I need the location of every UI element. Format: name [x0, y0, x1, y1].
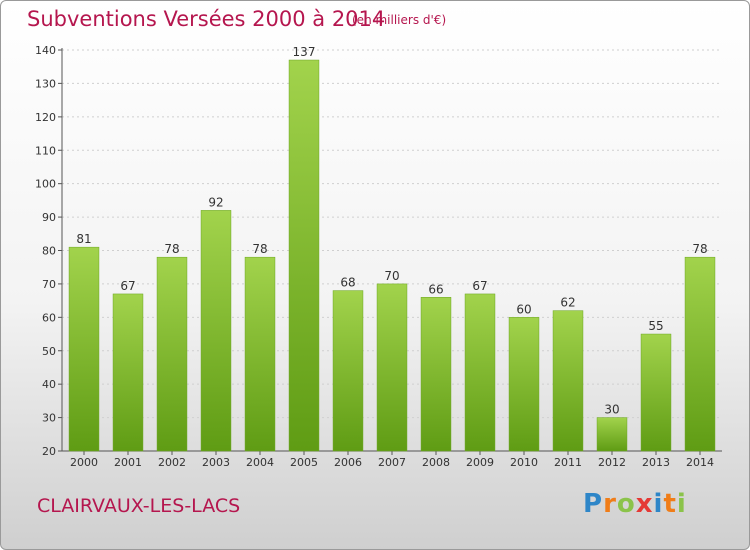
y-tick-label: 110	[35, 144, 56, 157]
y-tick-label: 60	[42, 311, 56, 324]
data-label: 92	[208, 195, 223, 209]
y-tick-label: 130	[35, 77, 56, 90]
x-tick-label: 2001	[114, 456, 142, 469]
city-name: CLAIRVAUX-LES-LACS	[37, 495, 241, 517]
x-tick-label: 2012	[598, 456, 626, 469]
data-label: 67	[472, 279, 487, 293]
x-tick-label: 2009	[466, 456, 494, 469]
bar	[68, 246, 100, 452]
x-tick-label: 2011	[554, 456, 582, 469]
data-label: 68	[340, 276, 355, 290]
bars	[68, 59, 716, 452]
data-label: 66	[428, 282, 443, 296]
y-tick-label: 120	[35, 111, 56, 124]
y-tick-label: 50	[42, 345, 56, 358]
logo-letter: i	[653, 489, 664, 519]
bar	[376, 283, 408, 452]
bar	[684, 256, 716, 452]
data-label: 81	[76, 232, 91, 246]
y-tick-label: 40	[42, 378, 56, 391]
x-tick-label: 2002	[158, 456, 186, 469]
logo-letter: i	[676, 489, 687, 519]
x-tick-label: 2005	[290, 456, 318, 469]
bar	[640, 333, 672, 452]
bar	[200, 210, 232, 452]
bar	[112, 293, 144, 452]
bar	[288, 59, 320, 452]
y-tick-label: 20	[42, 445, 56, 458]
y-tick-label: 100	[35, 178, 56, 191]
x-tick-label: 2013	[642, 456, 670, 469]
proxiti-logo[interactable]: Proxiti	[583, 489, 687, 519]
y-tick-label: 90	[42, 211, 56, 224]
x-tick-label: 2003	[202, 456, 230, 469]
bar	[420, 297, 452, 452]
data-label: 62	[560, 296, 575, 310]
data-label: 70	[384, 269, 399, 283]
bar	[552, 310, 584, 452]
x-tick-label: 2004	[246, 456, 274, 469]
chart-title: Subventions Versées 2000 à 2014	[27, 7, 386, 31]
logo-letter: o	[616, 489, 636, 519]
x-tick-label: 2000	[70, 456, 98, 469]
y-tick-label: 140	[35, 44, 56, 57]
data-label: 55	[648, 319, 663, 333]
data-label: 78	[692, 242, 707, 256]
chart-subtitle: (en milliers d'€)	[352, 13, 447, 27]
x-tick-label: 2006	[334, 456, 362, 469]
bar	[244, 256, 276, 452]
bar	[464, 293, 496, 452]
logo-letter: P	[583, 489, 604, 519]
logo-letter: r	[603, 489, 617, 519]
data-label: 78	[164, 242, 179, 256]
bar	[156, 256, 188, 452]
data-label: 137	[293, 45, 316, 59]
data-label: 30	[604, 403, 619, 417]
bar	[332, 290, 364, 452]
data-label: 67	[120, 279, 135, 293]
logo-letter: t	[663, 489, 677, 519]
data-label: 78	[252, 242, 267, 256]
x-tick-label: 2014	[686, 456, 714, 469]
x-tick-label: 2008	[422, 456, 450, 469]
y-tick-label: 30	[42, 412, 56, 425]
data-label: 60	[516, 302, 531, 316]
x-tick-label: 2007	[378, 456, 406, 469]
y-tick-label: 80	[42, 245, 56, 258]
labels: 20 30 40 50 60 70 80 90 100 110 120 130 140 2000 81 200…	[35, 44, 714, 469]
bar	[596, 417, 628, 452]
logo-letter: x	[635, 489, 654, 519]
x-tick-label: 2010	[510, 456, 538, 469]
bar	[508, 317, 540, 452]
y-tick-label: 70	[42, 278, 56, 291]
